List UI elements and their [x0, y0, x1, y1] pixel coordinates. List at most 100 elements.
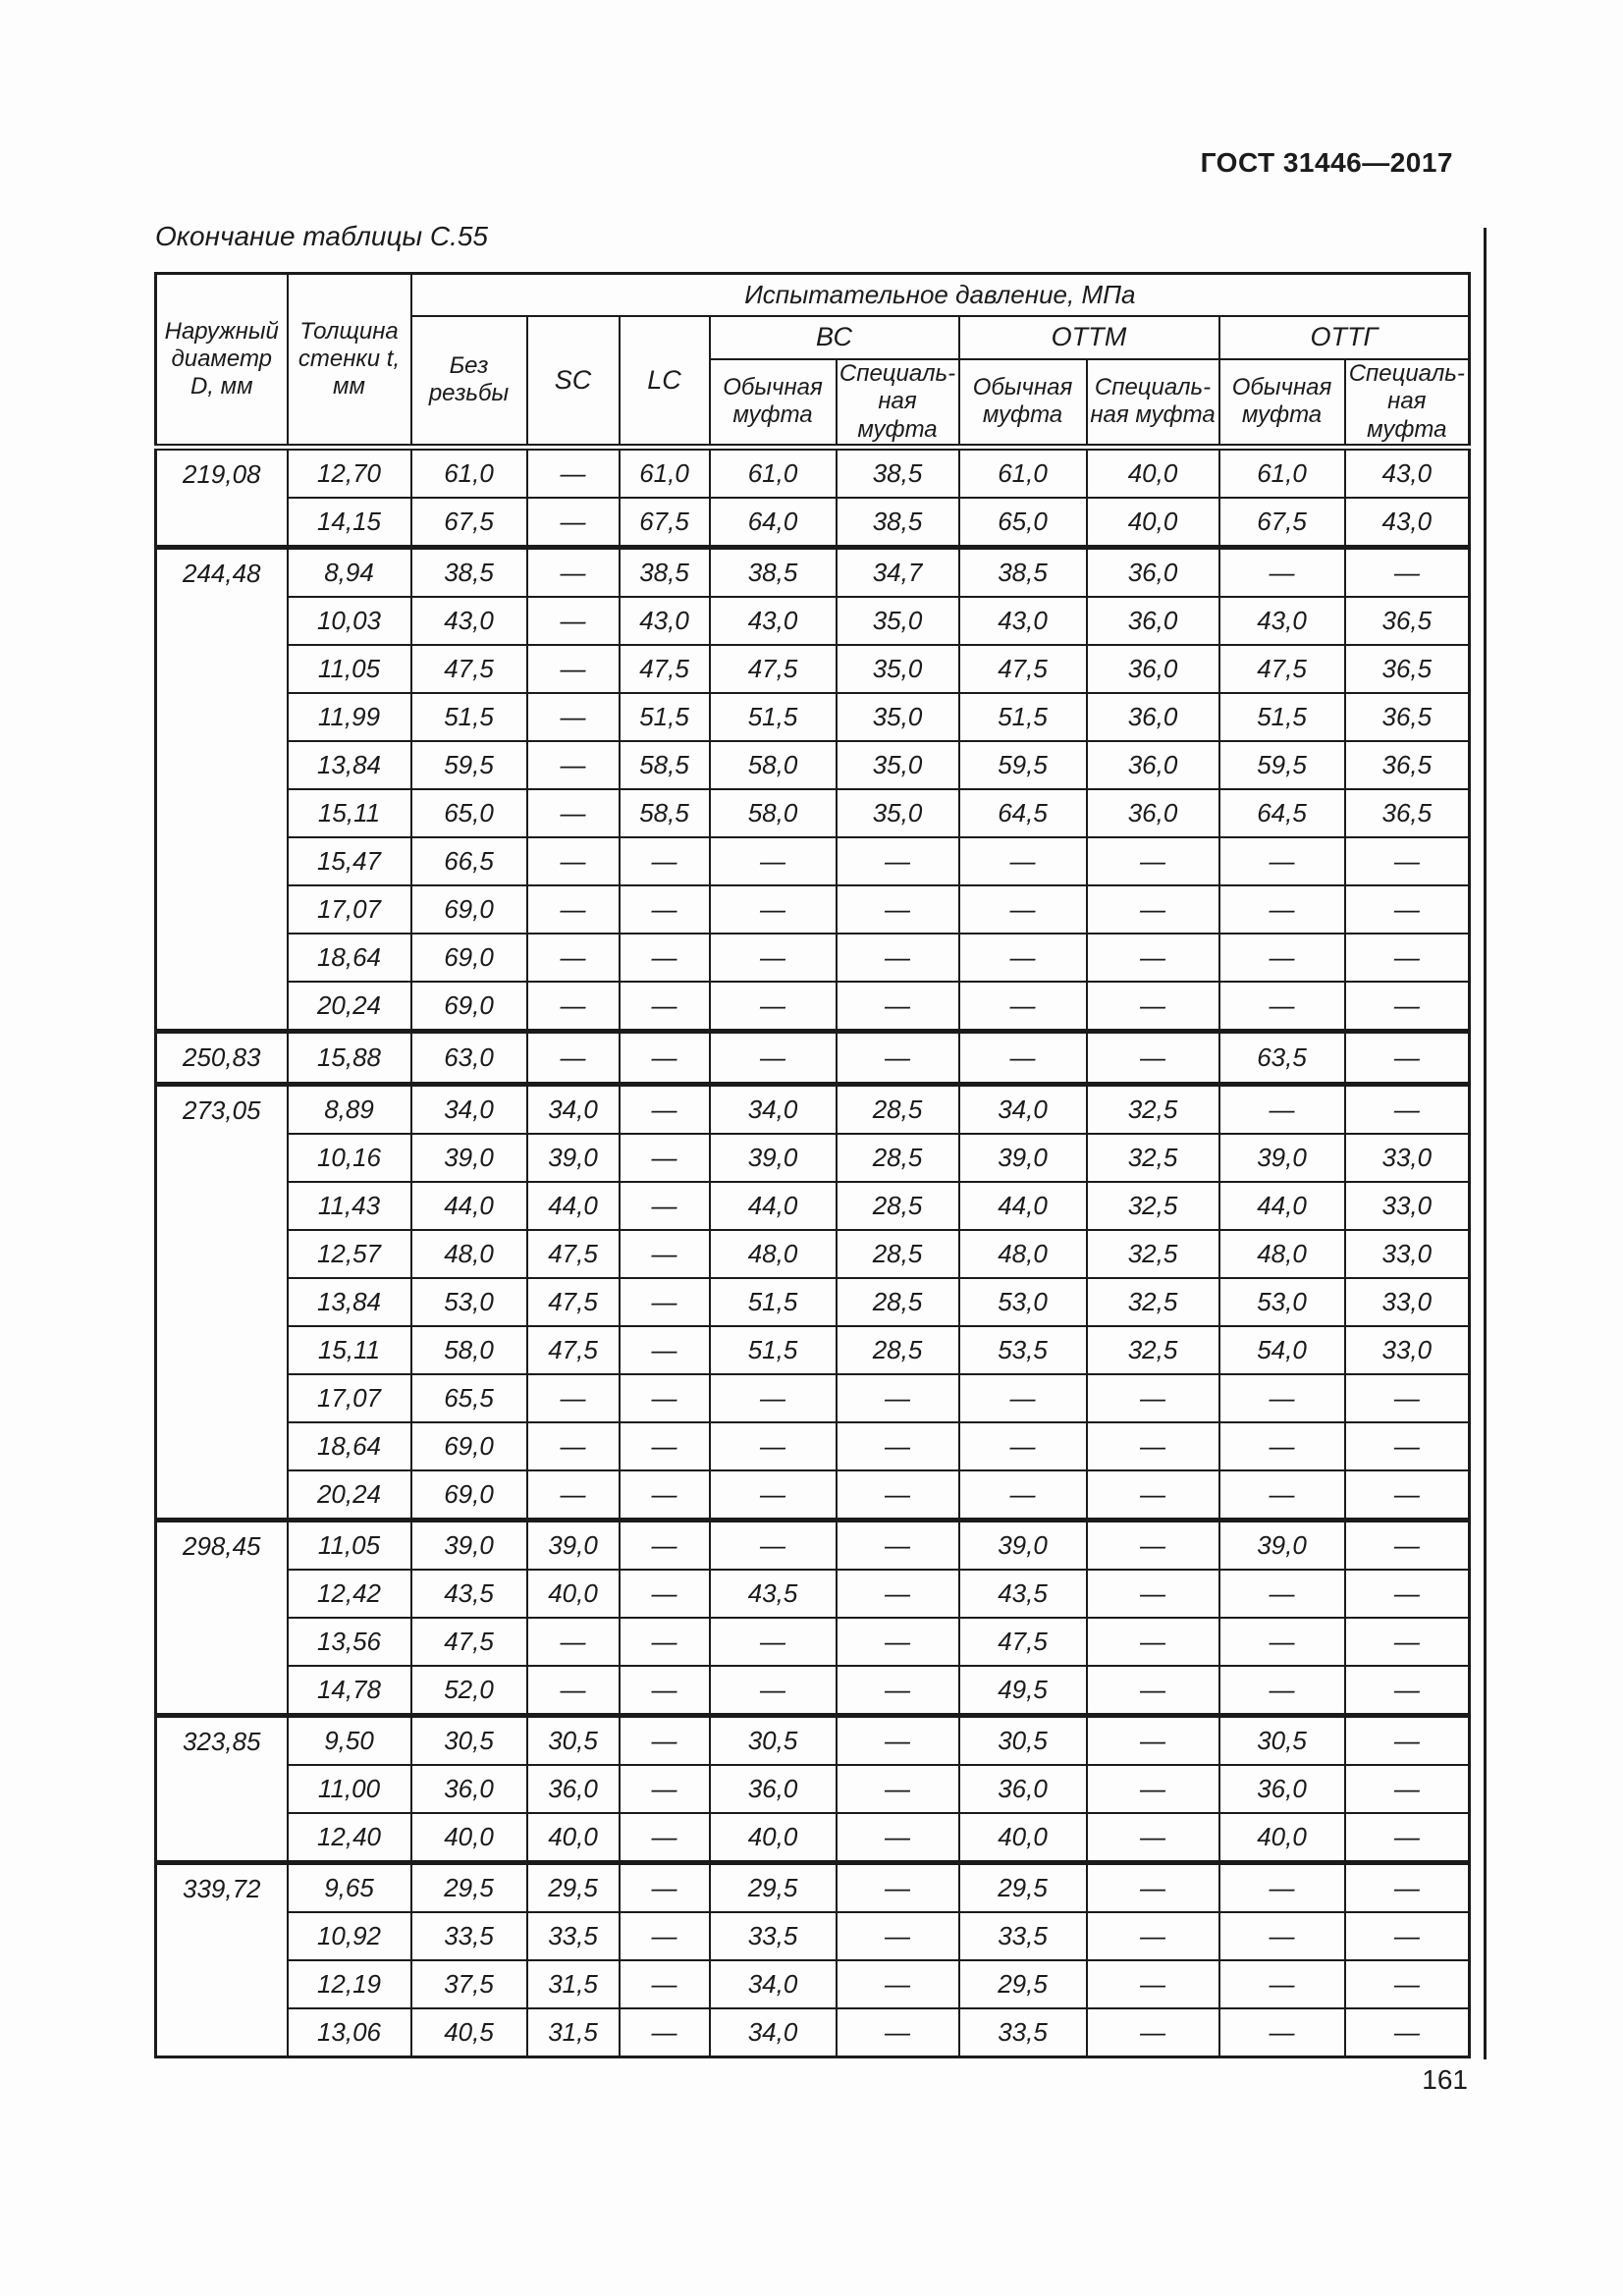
diameter-cell: 244,48	[154, 544, 289, 1033]
table-body: 219,08 12,70 61,0—61,0 61,0 38,5 61,0 40,0 61,0…	[154, 444, 1471, 2058]
value-cell: —	[1217, 1372, 1346, 1423]
table-row: 18,64 69,0— — — — — — — —	[156, 1420, 1471, 1471]
value-cell: —	[1343, 1712, 1471, 1766]
value-cell: —	[957, 1372, 1088, 1423]
value-cell: 51,5	[708, 1324, 838, 1375]
value-cell: 64,0	[708, 496, 838, 549]
table-row: 17,07 69,0— — — — — — — —	[156, 883, 1471, 934]
value-cell: 51,5	[708, 691, 838, 742]
header-no-thread: Без резьбы	[409, 314, 528, 451]
value-cell: 51,5	[409, 691, 528, 742]
table-row: 10,16 39,0 39,0—39,0 28,5 39,0 32,5 39,0 33,0	[156, 1132, 1471, 1183]
value-cell: —	[618, 2006, 711, 2058]
value-cell: 40,0	[525, 1568, 621, 1619]
value-cell: 39,0	[409, 1517, 528, 1571]
thickness-cell: 9,50	[286, 1712, 412, 1766]
value-cell: —	[618, 1180, 711, 1231]
value-cell: —	[525, 444, 621, 499]
value-cell: —	[1085, 1420, 1220, 1471]
thickness-cell: 11,05	[286, 1517, 412, 1571]
value-cell: 30,5	[957, 1712, 1088, 1766]
value-cell: 51,5	[708, 1276, 838, 1327]
value-cell: 58,0	[708, 787, 838, 838]
value-cell: 63,0	[409, 1028, 528, 1086]
value-cell: —	[525, 883, 621, 934]
value-cell: 61,0	[708, 444, 838, 499]
thickness-cell: 15,88	[286, 1028, 412, 1086]
value-cell: 44,0	[708, 1180, 838, 1231]
value-cell: 35,0	[835, 691, 960, 742]
value-cell: 29,5	[957, 1958, 1088, 2009]
value-cell: 59,5	[1217, 739, 1346, 790]
value-cell: 32,5	[1085, 1180, 1220, 1231]
value-cell: —	[1343, 980, 1471, 1033]
value-cell: 38,5	[835, 496, 960, 549]
value-cell: 47,5	[409, 643, 528, 694]
table-row: 273,05 8,89 34,0 34,0—34,0 28,5 34,0 32,5— —	[154, 1081, 1471, 1522]
value-cell: 28,5	[835, 1276, 960, 1327]
value-cell: —	[618, 1372, 711, 1423]
value-cell: 28,5	[835, 1132, 960, 1183]
value-cell: 40,0	[1085, 444, 1220, 499]
table-row: 12,19 37,5 31,5—34,0—29,5— — —	[156, 1958, 1471, 2009]
value-cell: —	[835, 1958, 960, 2009]
value-cell: —	[957, 1468, 1088, 1522]
value-cell: —	[525, 1028, 621, 1086]
value-cell: 33,0	[1343, 1180, 1471, 1231]
value-cell: —	[1343, 1910, 1471, 1961]
value-cell: —	[1343, 1958, 1471, 2009]
thickness-cell: 13,56	[286, 1616, 412, 1667]
value-cell: 34,0	[525, 1081, 621, 1135]
value-cell: 39,0	[1217, 1517, 1346, 1571]
value-cell: —	[525, 643, 621, 694]
value-cell: —	[1085, 1028, 1220, 1086]
table-row: 339,72 9,65 29,5 29,5—29,5—29,5— — —	[154, 1859, 1471, 2058]
value-cell: 47,5	[957, 1616, 1088, 1667]
value-cell: 43,0	[708, 595, 838, 646]
value-cell: —	[1343, 883, 1471, 934]
value-cell: 44,0	[957, 1180, 1088, 1231]
value-cell: 34,0	[957, 1081, 1088, 1135]
diameter-cell: 273,05	[154, 1081, 289, 1522]
table-row: 323,85 9,50 30,5 30,5—30,5—30,5—30,5—	[154, 1712, 1471, 1864]
thickness-cell: 12,70	[286, 444, 412, 499]
value-cell: —	[525, 1664, 621, 1717]
value-cell: —	[708, 1420, 838, 1471]
value-cell: 34,0	[409, 1081, 528, 1135]
value-cell: 48,0	[957, 1228, 1088, 1279]
value-cell: 65,0	[957, 496, 1088, 549]
value-cell: —	[957, 883, 1088, 934]
value-cell: 33,0	[1343, 1132, 1471, 1183]
value-cell: 34,0	[708, 1081, 838, 1135]
thickness-cell: 13,84	[286, 1276, 412, 1327]
value-cell: —	[957, 1420, 1088, 1471]
value-cell: 47,5	[409, 1616, 528, 1667]
value-cell: 36,0	[708, 1763, 838, 1814]
thickness-cell: 12,19	[286, 1958, 412, 2009]
value-cell: 47,5	[525, 1228, 621, 1279]
value-cell: 39,0	[957, 1517, 1088, 1571]
table-row: 11,43 44,0 44,0—44,0 28,5 44,0 32,5 44,0 33,0	[156, 1180, 1471, 1231]
value-cell: —	[835, 1859, 960, 1913]
value-cell: 36,0	[1085, 739, 1220, 790]
value-cell: —	[1217, 1081, 1346, 1135]
table-row: 13,84 53,0 47,5—51,5 28,5 53,0 32,5 53,0 33,0	[156, 1276, 1471, 1327]
table-row: 11,99 51,5—51,5 51,5 35,0 51,5 36,0 51,5 36,5	[156, 691, 1471, 742]
value-cell: —	[708, 1517, 838, 1571]
value-cell: —	[835, 1811, 960, 1864]
value-cell: 28,5	[835, 1228, 960, 1279]
value-cell: —	[618, 1228, 711, 1279]
value-cell: 35,0	[835, 643, 960, 694]
value-cell: 61,0	[1217, 444, 1346, 499]
value-cell: —	[1217, 1859, 1346, 1913]
value-cell: 61,0	[409, 444, 528, 499]
header-bc: ВС	[708, 315, 960, 360]
value-cell: 30,5	[1217, 1712, 1346, 1766]
value-cell: 64,5	[957, 787, 1088, 838]
value-cell: 67,5	[409, 496, 528, 549]
value-cell: 35,0	[835, 595, 960, 646]
value-cell: 43,0	[618, 595, 711, 646]
thickness-cell: 13,84	[286, 739, 412, 790]
value-cell: —	[835, 1910, 960, 1961]
